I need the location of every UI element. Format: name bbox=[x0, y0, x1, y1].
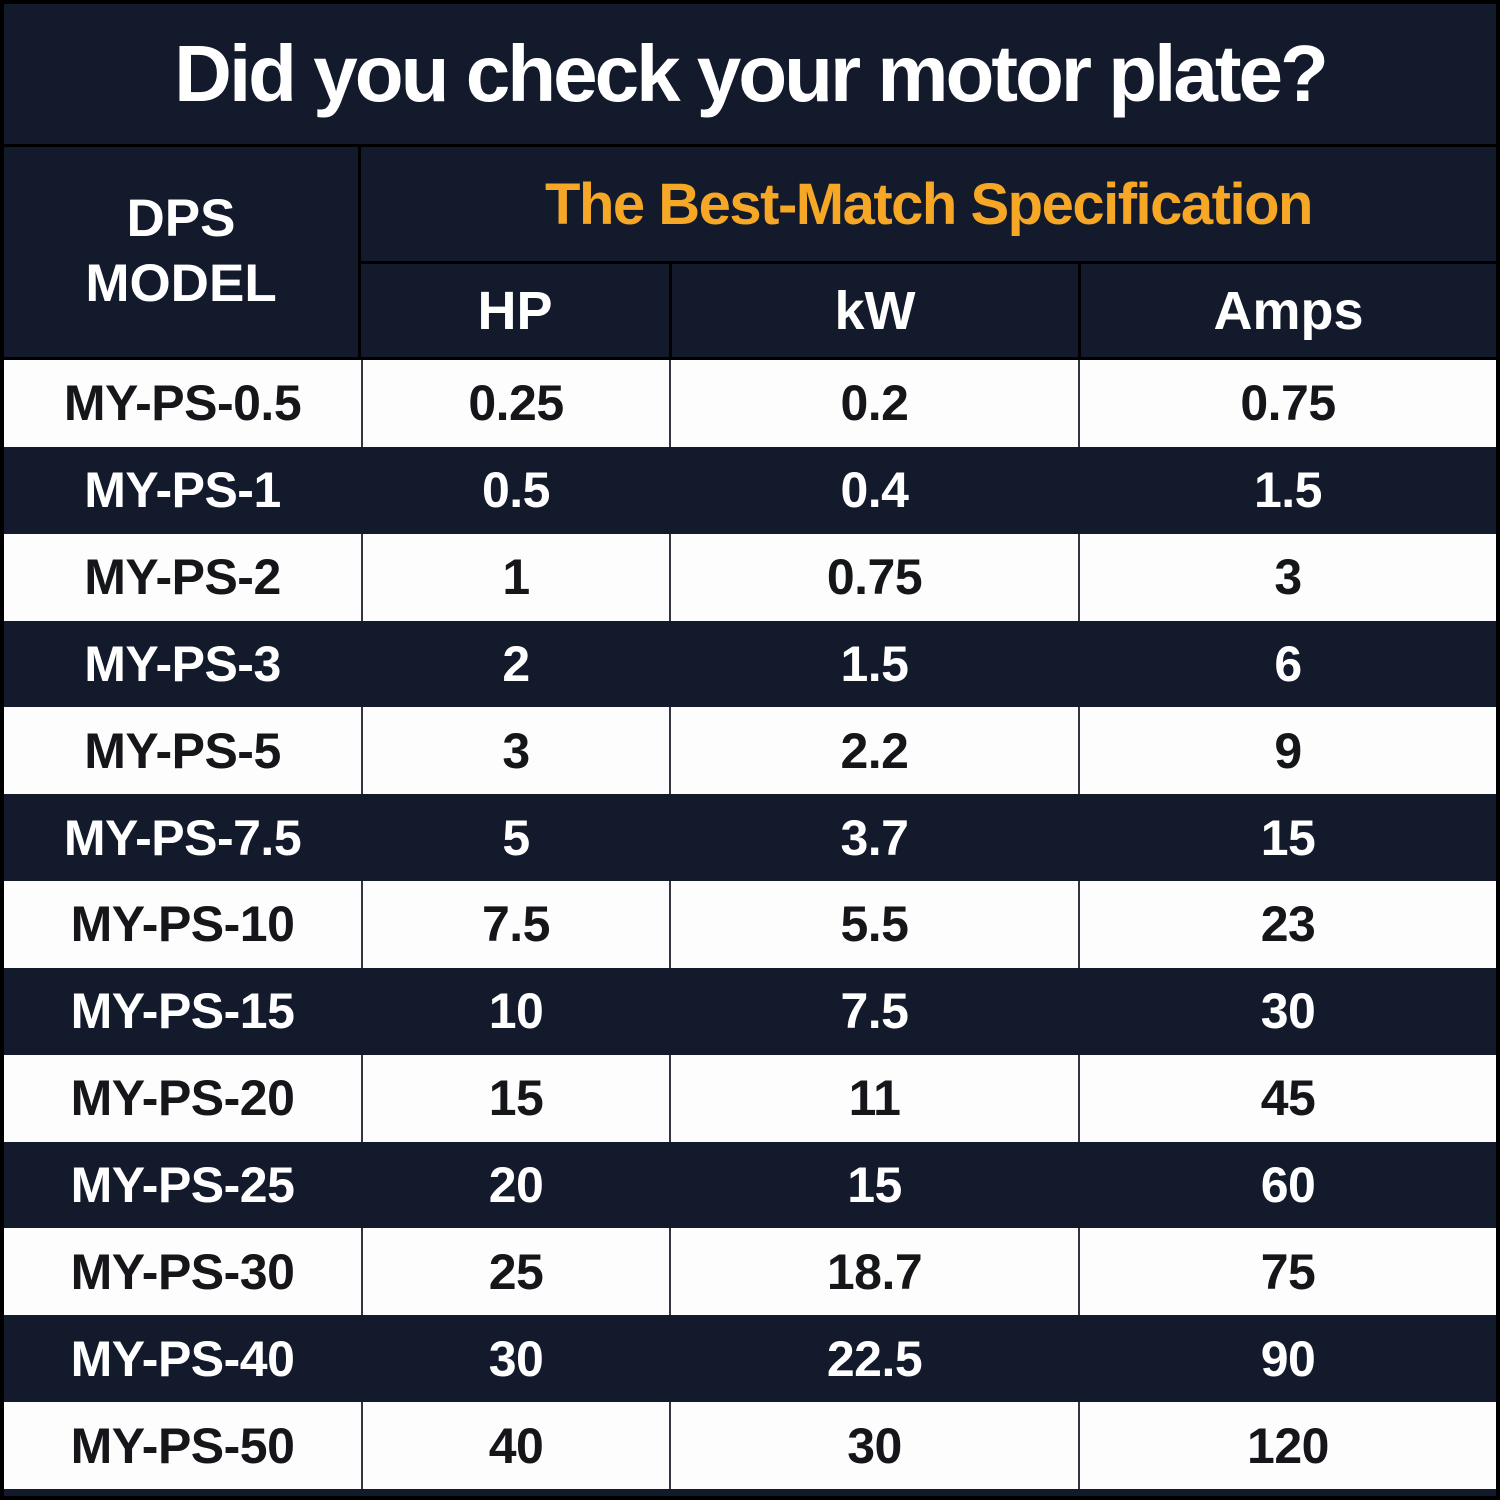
model-cell: MY-PS-2 bbox=[84, 549, 281, 606]
table-row: MY-PS-0.5 0.25 0.2 0.75 bbox=[4, 360, 1496, 447]
model-cell: MY-PS-50 bbox=[70, 1417, 295, 1474]
table-row: MY-PS-40 30 22.5 90 bbox=[4, 1315, 1496, 1403]
table-row: MY-PS-20 15 11 45 bbox=[4, 1054, 1496, 1142]
hp-cell: 5 bbox=[502, 809, 530, 866]
kw-cell: 1.5 bbox=[840, 635, 909, 692]
hp-cell: 20 bbox=[488, 1157, 544, 1214]
table-header: DPS MODEL The Best-Match Specification H… bbox=[4, 147, 1496, 360]
column-header-hp: HP bbox=[477, 280, 553, 341]
model-cell: MY-PS-0.5 bbox=[63, 375, 302, 432]
model-column-header: DPS MODEL bbox=[4, 147, 361, 357]
table-row: MY-PS-7.5 5 3.7 15 bbox=[4, 794, 1496, 882]
table-row: MY-PS-10 7.5 5.5 23 bbox=[4, 881, 1496, 968]
kw-cell: 0.4 bbox=[840, 462, 909, 519]
kw-cell: 11 bbox=[669, 1054, 1078, 1142]
hp-cell: 10 bbox=[488, 983, 544, 1040]
kw-cell: 7.5 bbox=[840, 983, 909, 1040]
amps-cell: 1.5 bbox=[1253, 462, 1323, 519]
kw-cell: 3.7 bbox=[840, 809, 909, 866]
title-band: Did you check your motor plate? bbox=[4, 4, 1496, 147]
hp-cell: 0.25 bbox=[361, 360, 669, 447]
table-row: MY-PS-5 3 2.2 9 bbox=[4, 707, 1496, 795]
model-cell: MY-PS-25 bbox=[70, 1157, 295, 1214]
amps-cell: 6 bbox=[1274, 635, 1302, 692]
kw-cell: 5.5 bbox=[669, 881, 1078, 968]
model-cell: MY-PS-20 bbox=[70, 1070, 295, 1127]
spec-header-group: The Best-Match Specification HP kW Amps bbox=[361, 147, 1496, 357]
model-cell: MY-PS-1 bbox=[84, 462, 281, 519]
kw-cell: 22.5 bbox=[826, 1330, 923, 1387]
kw-cell: 0.2 bbox=[669, 360, 1078, 447]
kw-cell: 30 bbox=[669, 1402, 1078, 1489]
amps-cell: 75 bbox=[1078, 1228, 1496, 1316]
column-header-kw: kW bbox=[669, 264, 1078, 357]
table-row: MY-PS-15 10 7.5 30 bbox=[4, 967, 1496, 1055]
table-row: MY-PS-25 20 15 60 bbox=[4, 1141, 1496, 1229]
kw-cell: 18.7 bbox=[669, 1228, 1078, 1316]
hp-cell: 2 bbox=[502, 635, 530, 692]
hp-cell: 25 bbox=[361, 1228, 669, 1316]
hp-cell: 0.5 bbox=[481, 462, 551, 519]
table-row: MY-PS-3 2 1.5 6 bbox=[4, 620, 1496, 708]
table-row: MY-PS-30 25 18.7 75 bbox=[4, 1228, 1496, 1316]
model-cell: MY-PS-3 bbox=[84, 635, 281, 692]
hp-cell: 30 bbox=[488, 1330, 544, 1387]
model-cell: MY-PS-30 bbox=[70, 1243, 295, 1300]
column-header-amps: Amps bbox=[1078, 264, 1496, 357]
kw-cell: 15 bbox=[847, 1157, 902, 1214]
amps-cell: 23 bbox=[1078, 881, 1496, 968]
amps-cell: 60 bbox=[1260, 1157, 1316, 1214]
model-cell: MY-PS-10 bbox=[70, 896, 295, 953]
page-title: Did you check your motor plate? bbox=[174, 29, 1329, 118]
kw-cell: 2.2 bbox=[669, 707, 1078, 795]
amps-cell: 90 bbox=[1260, 1330, 1316, 1387]
hp-cell: 3 bbox=[361, 707, 669, 795]
amps-cell: 0.75 bbox=[1078, 360, 1496, 447]
amps-cell: 45 bbox=[1078, 1054, 1496, 1142]
amps-cell: 120 bbox=[1078, 1402, 1496, 1489]
model-cell: MY-PS-7.5 bbox=[63, 809, 302, 866]
amps-cell: 30 bbox=[1260, 983, 1316, 1040]
spec-group-header: The Best-Match Specification bbox=[361, 147, 1496, 264]
hp-cell: 7.5 bbox=[361, 881, 669, 968]
model-cell: MY-PS-15 bbox=[70, 983, 295, 1040]
hp-cell: 15 bbox=[361, 1054, 669, 1142]
hp-cell: 40 bbox=[361, 1402, 669, 1489]
amps-cell: 9 bbox=[1078, 707, 1496, 795]
model-cell: MY-PS-40 bbox=[70, 1330, 295, 1387]
amps-cell: 15 bbox=[1260, 809, 1316, 866]
spec-subheader-row: HP kW Amps bbox=[361, 264, 1496, 357]
hp-cell: 1 bbox=[361, 533, 669, 621]
kw-cell: 0.75 bbox=[669, 533, 1078, 621]
table-row: MY-PS-2 1 0.75 3 bbox=[4, 533, 1496, 621]
model-cell: MY-PS-5 bbox=[84, 722, 281, 779]
table-row: MY-PS-50 40 30 120 bbox=[4, 1402, 1496, 1489]
table-body: MY-PS-0.5 0.25 0.2 0.75 MY-PS-1 0.5 0.4 … bbox=[4, 360, 1496, 1489]
amps-cell: 3 bbox=[1078, 533, 1496, 621]
table-row: MY-PS-1 0.5 0.4 1.5 bbox=[4, 446, 1496, 534]
